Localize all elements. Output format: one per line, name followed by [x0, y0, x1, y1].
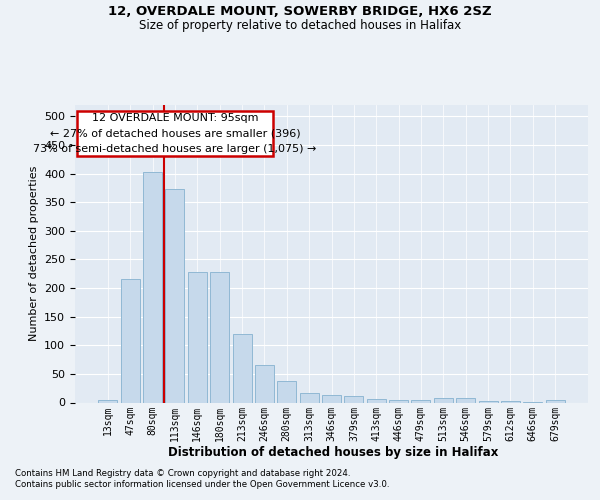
Bar: [98, 400, 118, 402]
Text: 12 OVERDALE MOUNT: 95sqm
← 27% of detached houses are smaller (396)
73% of semi-: 12 OVERDALE MOUNT: 95sqm ← 27% of detach…: [33, 114, 317, 154]
Bar: [188, 272, 207, 402]
Text: Contains HM Land Registry data © Crown copyright and database right 2024.: Contains HM Land Registry data © Crown c…: [15, 469, 350, 478]
Bar: [143, 172, 162, 402]
Text: Contains public sector information licensed under the Open Government Licence v3: Contains public sector information licen…: [15, 480, 389, 489]
Bar: [434, 398, 453, 402]
Bar: [255, 366, 274, 403]
Bar: [456, 398, 475, 402]
Bar: [210, 272, 229, 402]
Bar: [367, 399, 386, 402]
Bar: [545, 400, 565, 402]
Bar: [166, 189, 184, 402]
Bar: [121, 280, 140, 402]
Bar: [389, 400, 408, 402]
Bar: [299, 393, 319, 402]
Bar: [344, 396, 364, 402]
Text: 12, OVERDALE MOUNT, SOWERBY BRIDGE, HX6 2SZ: 12, OVERDALE MOUNT, SOWERBY BRIDGE, HX6 …: [108, 5, 492, 18]
Y-axis label: Number of detached properties: Number of detached properties: [29, 166, 38, 342]
Bar: [412, 400, 430, 402]
Text: Distribution of detached houses by size in Halifax: Distribution of detached houses by size …: [168, 446, 498, 459]
Bar: [233, 334, 251, 402]
Bar: [322, 395, 341, 402]
Bar: [277, 381, 296, 402]
Text: Size of property relative to detached houses in Halifax: Size of property relative to detached ho…: [139, 18, 461, 32]
FancyBboxPatch shape: [77, 110, 273, 156]
